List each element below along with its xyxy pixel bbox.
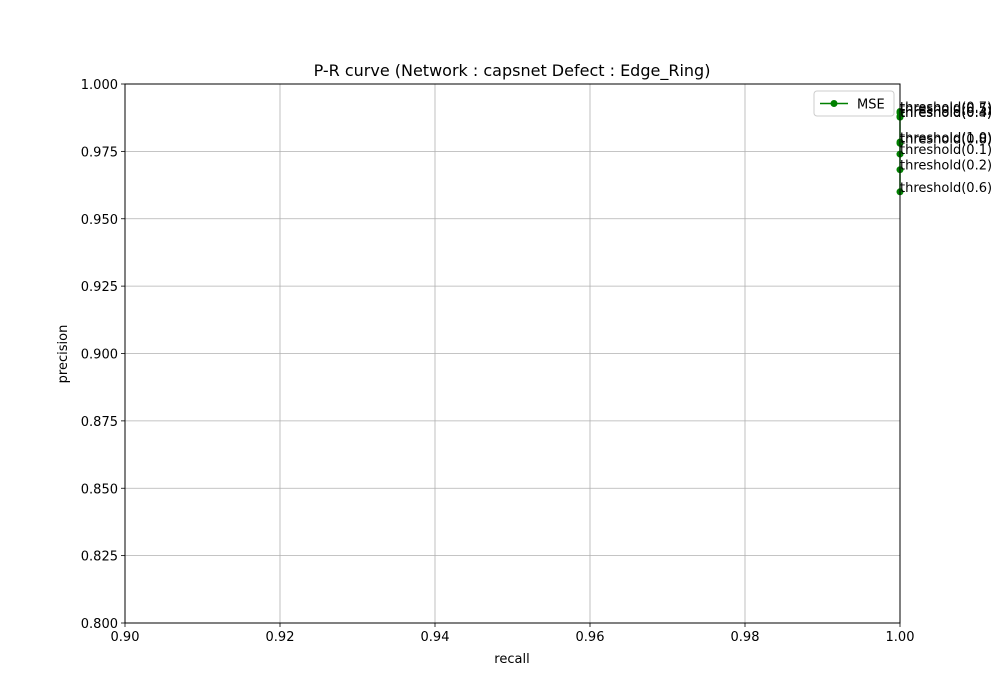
y-tick-label: 0.950 <box>81 213 118 228</box>
x-tick-label: 0.96 <box>576 630 605 645</box>
x-axis-label: recall <box>494 652 529 667</box>
chart-title: P-R curve (Network : capsnet Defect : Ed… <box>314 61 711 81</box>
point-label: threshold(0.4) <box>900 106 992 121</box>
x-tick-label: 0.98 <box>731 630 760 645</box>
x-tick-label: 0.92 <box>266 630 295 645</box>
y-tick-label: 0.900 <box>81 348 118 363</box>
y-tick-label: 0.925 <box>81 280 118 295</box>
y-tick-label: 0.875 <box>81 415 118 430</box>
point-label: threshold(0.7) <box>900 100 992 115</box>
y-tick-label: 0.825 <box>81 550 118 565</box>
legend-marker <box>830 100 838 107</box>
point-label: threshold(0.2) <box>900 159 992 174</box>
legend-label: MSE <box>857 98 885 113</box>
point-label: threshold(0.3) <box>900 105 992 120</box>
x-tick-label: 1.00 <box>886 630 915 645</box>
point-labels: threshold(0.7)threshold(0.5)threshold(0.… <box>900 100 992 195</box>
point-label: threshold(1.0) <box>900 131 992 146</box>
grid-lines <box>124 83 901 624</box>
x-tick-label: 0.90 <box>111 630 140 645</box>
y-axis-label: precision <box>56 325 71 384</box>
plot-frame <box>124 83 901 624</box>
y-tick-label: 0.975 <box>81 145 118 160</box>
legend-box <box>813 90 895 117</box>
x-tick-label: 0.94 <box>421 630 450 645</box>
legend: MSE <box>813 90 895 117</box>
point-label: threshold(0.6) <box>900 181 992 196</box>
y-tick-label: 0.850 <box>81 482 118 497</box>
y-tick-label: 1.000 <box>81 78 118 93</box>
y-tick-label: 0.800 <box>81 617 118 632</box>
point-label: threshold(0.8) <box>900 132 992 147</box>
point-label: threshold(0.5) <box>900 102 992 117</box>
axis-ticks: 0.90 0.92 0.94 0.96 0.98 1.00 0.800 0.825 0.850 0… <box>81 78 915 645</box>
point-label: threshold(0.1) <box>900 143 992 158</box>
